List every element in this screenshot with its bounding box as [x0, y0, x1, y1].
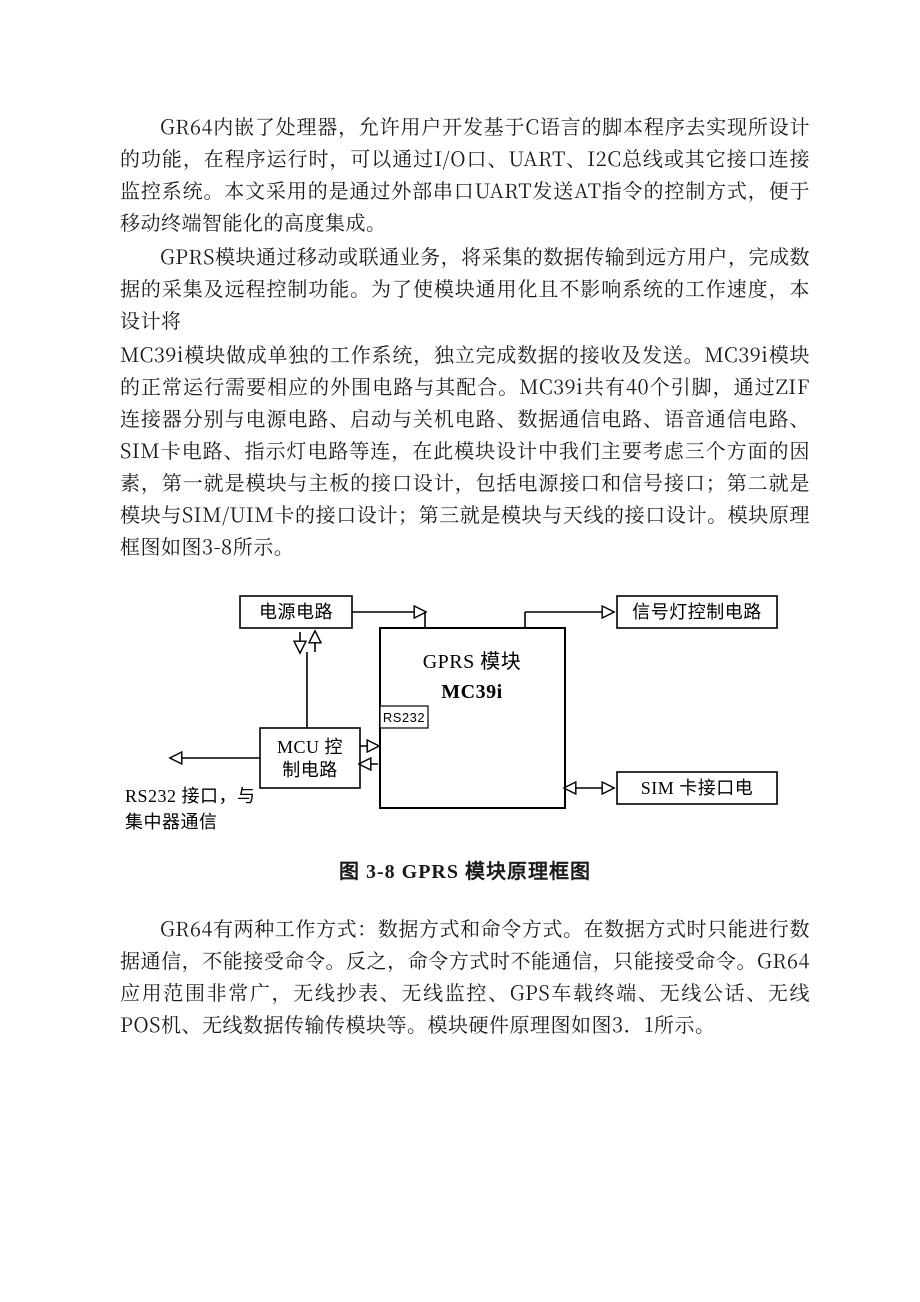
gprs-box-line2: MC39i — [441, 681, 502, 703]
power-box-label: 电源电路 — [259, 602, 333, 622]
signal-box-label: 信号灯控制电路 — [632, 602, 762, 622]
rs232-interface-line2: 集中器通信 — [125, 812, 218, 832]
paragraph-2a: GPRS模块通过移动或联通业务，将采集的数据传输到远方用户，完成数据的采集及远程… — [120, 240, 810, 336]
sim-box-label: SIM 卡接口电 — [641, 778, 754, 798]
figure-caption: 图 3-8 GPRS 模块原理框图 — [120, 856, 810, 888]
mcu-box-line2: 制电路 — [282, 760, 338, 780]
gprs-block-diagram: GPRS 模块 MC39i RS232 电源电路 信号灯控制电路 MCU 控 制… — [125, 588, 805, 848]
mcu-box-line1: MCU 控 — [277, 737, 343, 757]
paragraph-2b: MC39i模块做成单独的工作系统，独立完成数据的接收及发送。MC39i模块的正常… — [120, 338, 810, 562]
gprs-box-line1: GPRS 模块 — [423, 650, 522, 673]
rs232-small-label: RS232 — [383, 710, 425, 725]
paragraph-3: GR64有两种工作方式：数据方式和命令方式。在数据方式时只能进行数据通信，不能接… — [120, 912, 810, 1040]
document-page: GR64内嵌了处理器，允许用户开发基于C语言的脚本程序去实现所设计的功能，在程序… — [0, 0, 920, 1102]
rs232-interface-line1: RS232 接口，与 — [125, 786, 256, 806]
paragraph-1: GR64内嵌了处理器，允许用户开发基于C语言的脚本程序去实现所设计的功能，在程序… — [120, 110, 810, 238]
